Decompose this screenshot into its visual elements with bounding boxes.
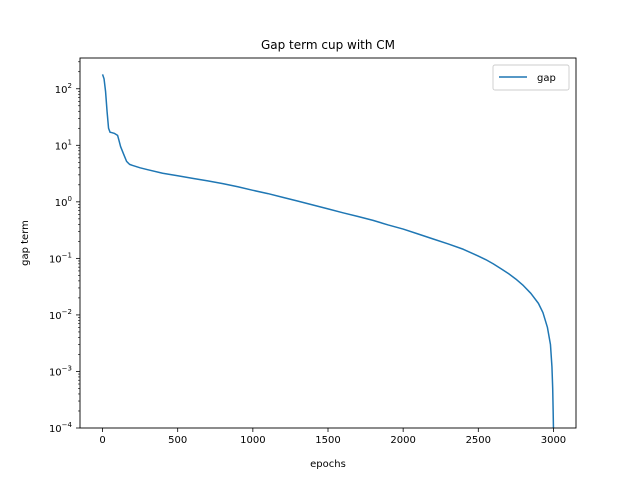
y-tick-label: 10−1 [49,251,72,265]
series-line-gap [101,74,555,429]
x-tick-label: 1500 [315,435,340,446]
y-tick-label-base: 10 [55,198,68,209]
y-tick-label: 10−3 [49,364,72,378]
plot-area [101,74,555,429]
x-axis-label: epochs [310,459,346,470]
y-tick-label-base: 10 [49,367,62,378]
y-tick-label-base: 10 [55,141,68,152]
x-tick-label: 0 [99,435,105,446]
chart-title: Gap term cup with CM [261,38,395,52]
y-tick-label-exponent: 0 [68,195,72,203]
y-axis-label: gap term [20,220,31,266]
x-tick-label: 2500 [466,435,491,446]
x-tick-label: 3000 [541,435,566,446]
y-tick-label: 102 [55,82,72,96]
y-tick-label-base: 10 [49,254,62,265]
y-tick-label-exponent: 1 [68,138,72,146]
legend-label-gap: gap [537,73,556,84]
legend: gap [492,64,570,91]
y-tick-label: 10−4 [49,421,73,435]
y-tick-label-exponent: −3 [62,364,72,372]
x-tick-label: 2000 [390,435,415,446]
y-tick-label-exponent: −1 [62,251,72,259]
y-tick-label: 100 [55,195,72,209]
x-tick-label: 500 [168,435,187,446]
legend-box [492,64,570,91]
y-tick-label: 101 [55,138,72,152]
x-axis: 0 500 1000 1500 2000 2500 3000 [99,428,566,446]
y-tick-label-base: 10 [55,85,68,96]
y-tick-label: 10−2 [49,308,72,322]
y-tick-label-exponent: −4 [62,421,73,429]
y-tick-label-exponent: −2 [62,308,72,316]
y-tick-label-base: 10 [49,424,62,435]
y-tick-label-base: 10 [49,311,62,322]
y-tick-label-exponent: 2 [68,82,72,90]
x-tick-label: 1000 [240,435,265,446]
